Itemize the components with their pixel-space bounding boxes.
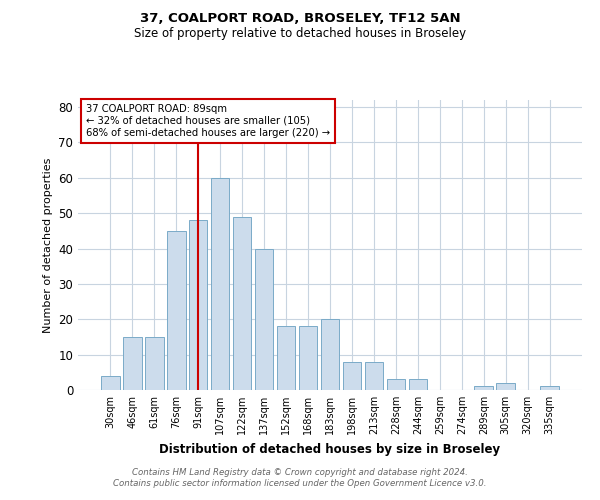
- Bar: [299, 326, 317, 390]
- Bar: [386, 380, 405, 390]
- Bar: [167, 231, 185, 390]
- Bar: [409, 380, 427, 390]
- Bar: [211, 178, 229, 390]
- Bar: [343, 362, 361, 390]
- Bar: [541, 386, 559, 390]
- Bar: [320, 320, 340, 390]
- Bar: [475, 386, 493, 390]
- X-axis label: Distribution of detached houses by size in Broseley: Distribution of detached houses by size …: [160, 442, 500, 456]
- Bar: [101, 376, 119, 390]
- Bar: [255, 248, 274, 390]
- Text: 37 COALPORT ROAD: 89sqm
← 32% of detached houses are smaller (105)
68% of semi-d: 37 COALPORT ROAD: 89sqm ← 32% of detache…: [86, 104, 329, 138]
- Bar: [496, 383, 515, 390]
- Bar: [233, 216, 251, 390]
- Bar: [189, 220, 208, 390]
- Y-axis label: Number of detached properties: Number of detached properties: [43, 158, 53, 332]
- Bar: [145, 337, 164, 390]
- Bar: [365, 362, 383, 390]
- Text: Contains HM Land Registry data © Crown copyright and database right 2024.
Contai: Contains HM Land Registry data © Crown c…: [113, 468, 487, 487]
- Bar: [277, 326, 295, 390]
- Bar: [123, 337, 142, 390]
- Text: Size of property relative to detached houses in Broseley: Size of property relative to detached ho…: [134, 28, 466, 40]
- Text: 37, COALPORT ROAD, BROSELEY, TF12 5AN: 37, COALPORT ROAD, BROSELEY, TF12 5AN: [140, 12, 460, 26]
